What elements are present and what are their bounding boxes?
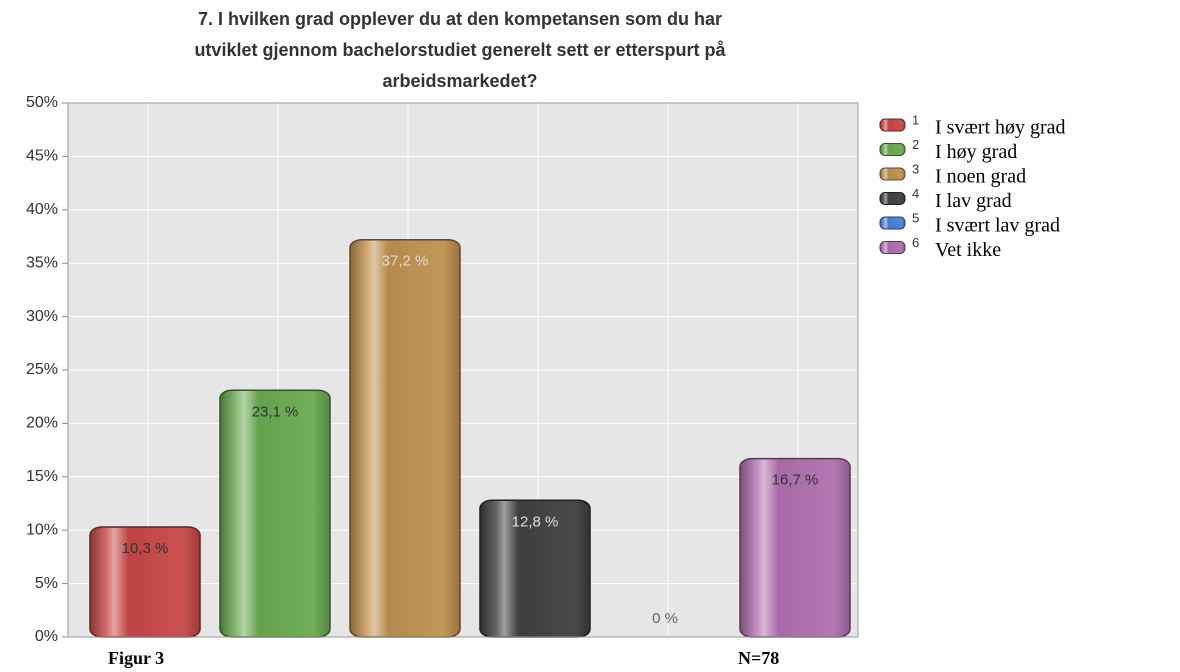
legend-description: I noen grad (935, 166, 1026, 188)
legend-label: 1 (912, 112, 919, 127)
legend-swatch (879, 118, 906, 132)
legend-swatch (879, 143, 906, 156)
y-tick-label: 15% (26, 468, 58, 485)
y-tick-label: 25% (26, 361, 58, 378)
y-tick-label: 5% (35, 575, 58, 592)
y-tick-label: 45% (26, 148, 58, 165)
legend-swatch (879, 241, 906, 254)
chart-title: utviklet gjennom bachelorstudiet generel… (194, 40, 726, 60)
legend-description: I høy grad (935, 141, 1017, 163)
value-label: 12,8 % (512, 513, 559, 530)
legend-swatch (879, 192, 906, 205)
y-tick-label: 0% (35, 628, 58, 645)
value-label: 37,2 % (382, 253, 429, 270)
legend-label: 4 (912, 186, 919, 201)
bar (349, 238, 461, 638)
legend-description: I lav grad (935, 190, 1012, 212)
chart-title: arbeidsmarkedet? (382, 71, 537, 91)
legend-description: I svært høy grad (935, 117, 1066, 139)
sample-size: N=78 (738, 648, 779, 668)
legend-label: 3 (912, 161, 919, 176)
figure-label: Figur 3 (108, 648, 164, 668)
legend-description: Vet ikke (935, 239, 1001, 261)
chart-title: 7. I hvilken grad opplever du at den kom… (198, 9, 722, 29)
legend-swatch (879, 167, 906, 181)
value-label: 16,7 % (772, 472, 819, 489)
bar (219, 389, 331, 638)
y-tick-label: 40% (26, 201, 58, 218)
legend-label: 6 (912, 235, 919, 250)
value-label: 23,1 % (252, 403, 299, 420)
y-tick-label: 35% (26, 254, 58, 271)
y-tick-label: 30% (26, 308, 58, 325)
value-label: 0 % (652, 610, 678, 627)
legend-label: 5 (912, 210, 919, 225)
y-tick-label: 10% (26, 521, 58, 538)
legend-label: 2 (912, 137, 919, 152)
value-label: 10,3 % (122, 540, 169, 557)
legend-swatch (879, 216, 906, 230)
y-tick-label: 20% (26, 415, 58, 432)
y-tick-label: 50% (26, 94, 58, 111)
legend-description: I svært lav grad (935, 215, 1060, 237)
plot-area (67, 102, 859, 638)
